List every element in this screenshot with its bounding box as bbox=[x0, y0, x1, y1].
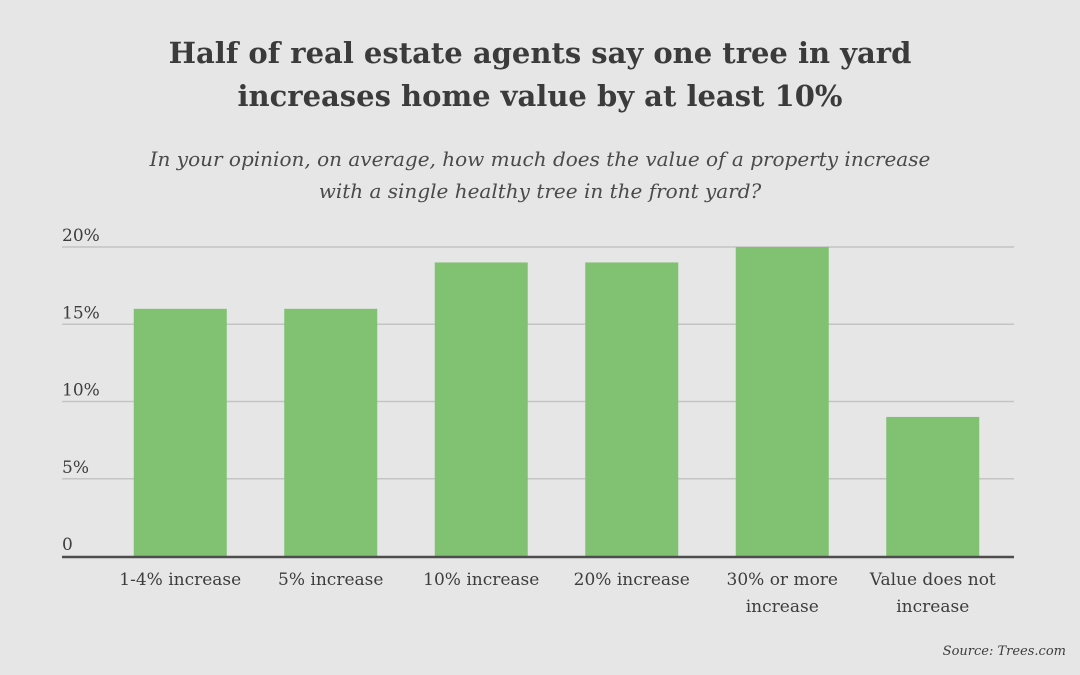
bar bbox=[886, 416, 980, 556]
x-tick-label: 30% or more increase bbox=[727, 570, 839, 617]
chart-title-line-1: Half of real estate agents say one tree … bbox=[168, 36, 912, 70]
bar bbox=[735, 247, 829, 556]
y-tick-label: 20% bbox=[62, 226, 100, 246]
bar bbox=[284, 308, 378, 556]
chart-subtitle-line-1: In your opinion, on average, how much do… bbox=[149, 147, 931, 171]
source-note: Source: Trees.com bbox=[942, 644, 1066, 659]
chart-title-line-2: increases home value by at least 10% bbox=[237, 79, 843, 113]
chart-title: Half of real estate agents say one tree … bbox=[90, 32, 990, 118]
y-tick-label: 0 bbox=[62, 535, 73, 555]
bar bbox=[434, 262, 528, 556]
x-tick-label: 5% increase bbox=[278, 570, 383, 590]
bars bbox=[133, 247, 980, 556]
y-axis-tick-labels: 0 5% 10% 15% 20% bbox=[62, 226, 100, 555]
y-tick-label: 5% bbox=[62, 458, 89, 478]
y-tick-label: 10% bbox=[62, 381, 100, 401]
bar bbox=[585, 262, 679, 556]
chart-subtitle: In your opinion, on average, how much do… bbox=[90, 143, 990, 207]
bar bbox=[133, 308, 227, 556]
x-tick-label: 10% increase bbox=[423, 570, 539, 590]
x-tick-label: Value does not increase bbox=[869, 570, 996, 617]
y-tick-label: 15% bbox=[62, 303, 100, 323]
x-axis-tick-labels: 1-4% increase 5% increase 10% increase 20% … bbox=[119, 570, 996, 617]
x-tick-label: 20% increase bbox=[574, 570, 690, 590]
chart-subtitle-line-2: with a single healthy tree in the front … bbox=[318, 179, 762, 203]
x-tick-label: 1-4% increase bbox=[119, 570, 241, 590]
